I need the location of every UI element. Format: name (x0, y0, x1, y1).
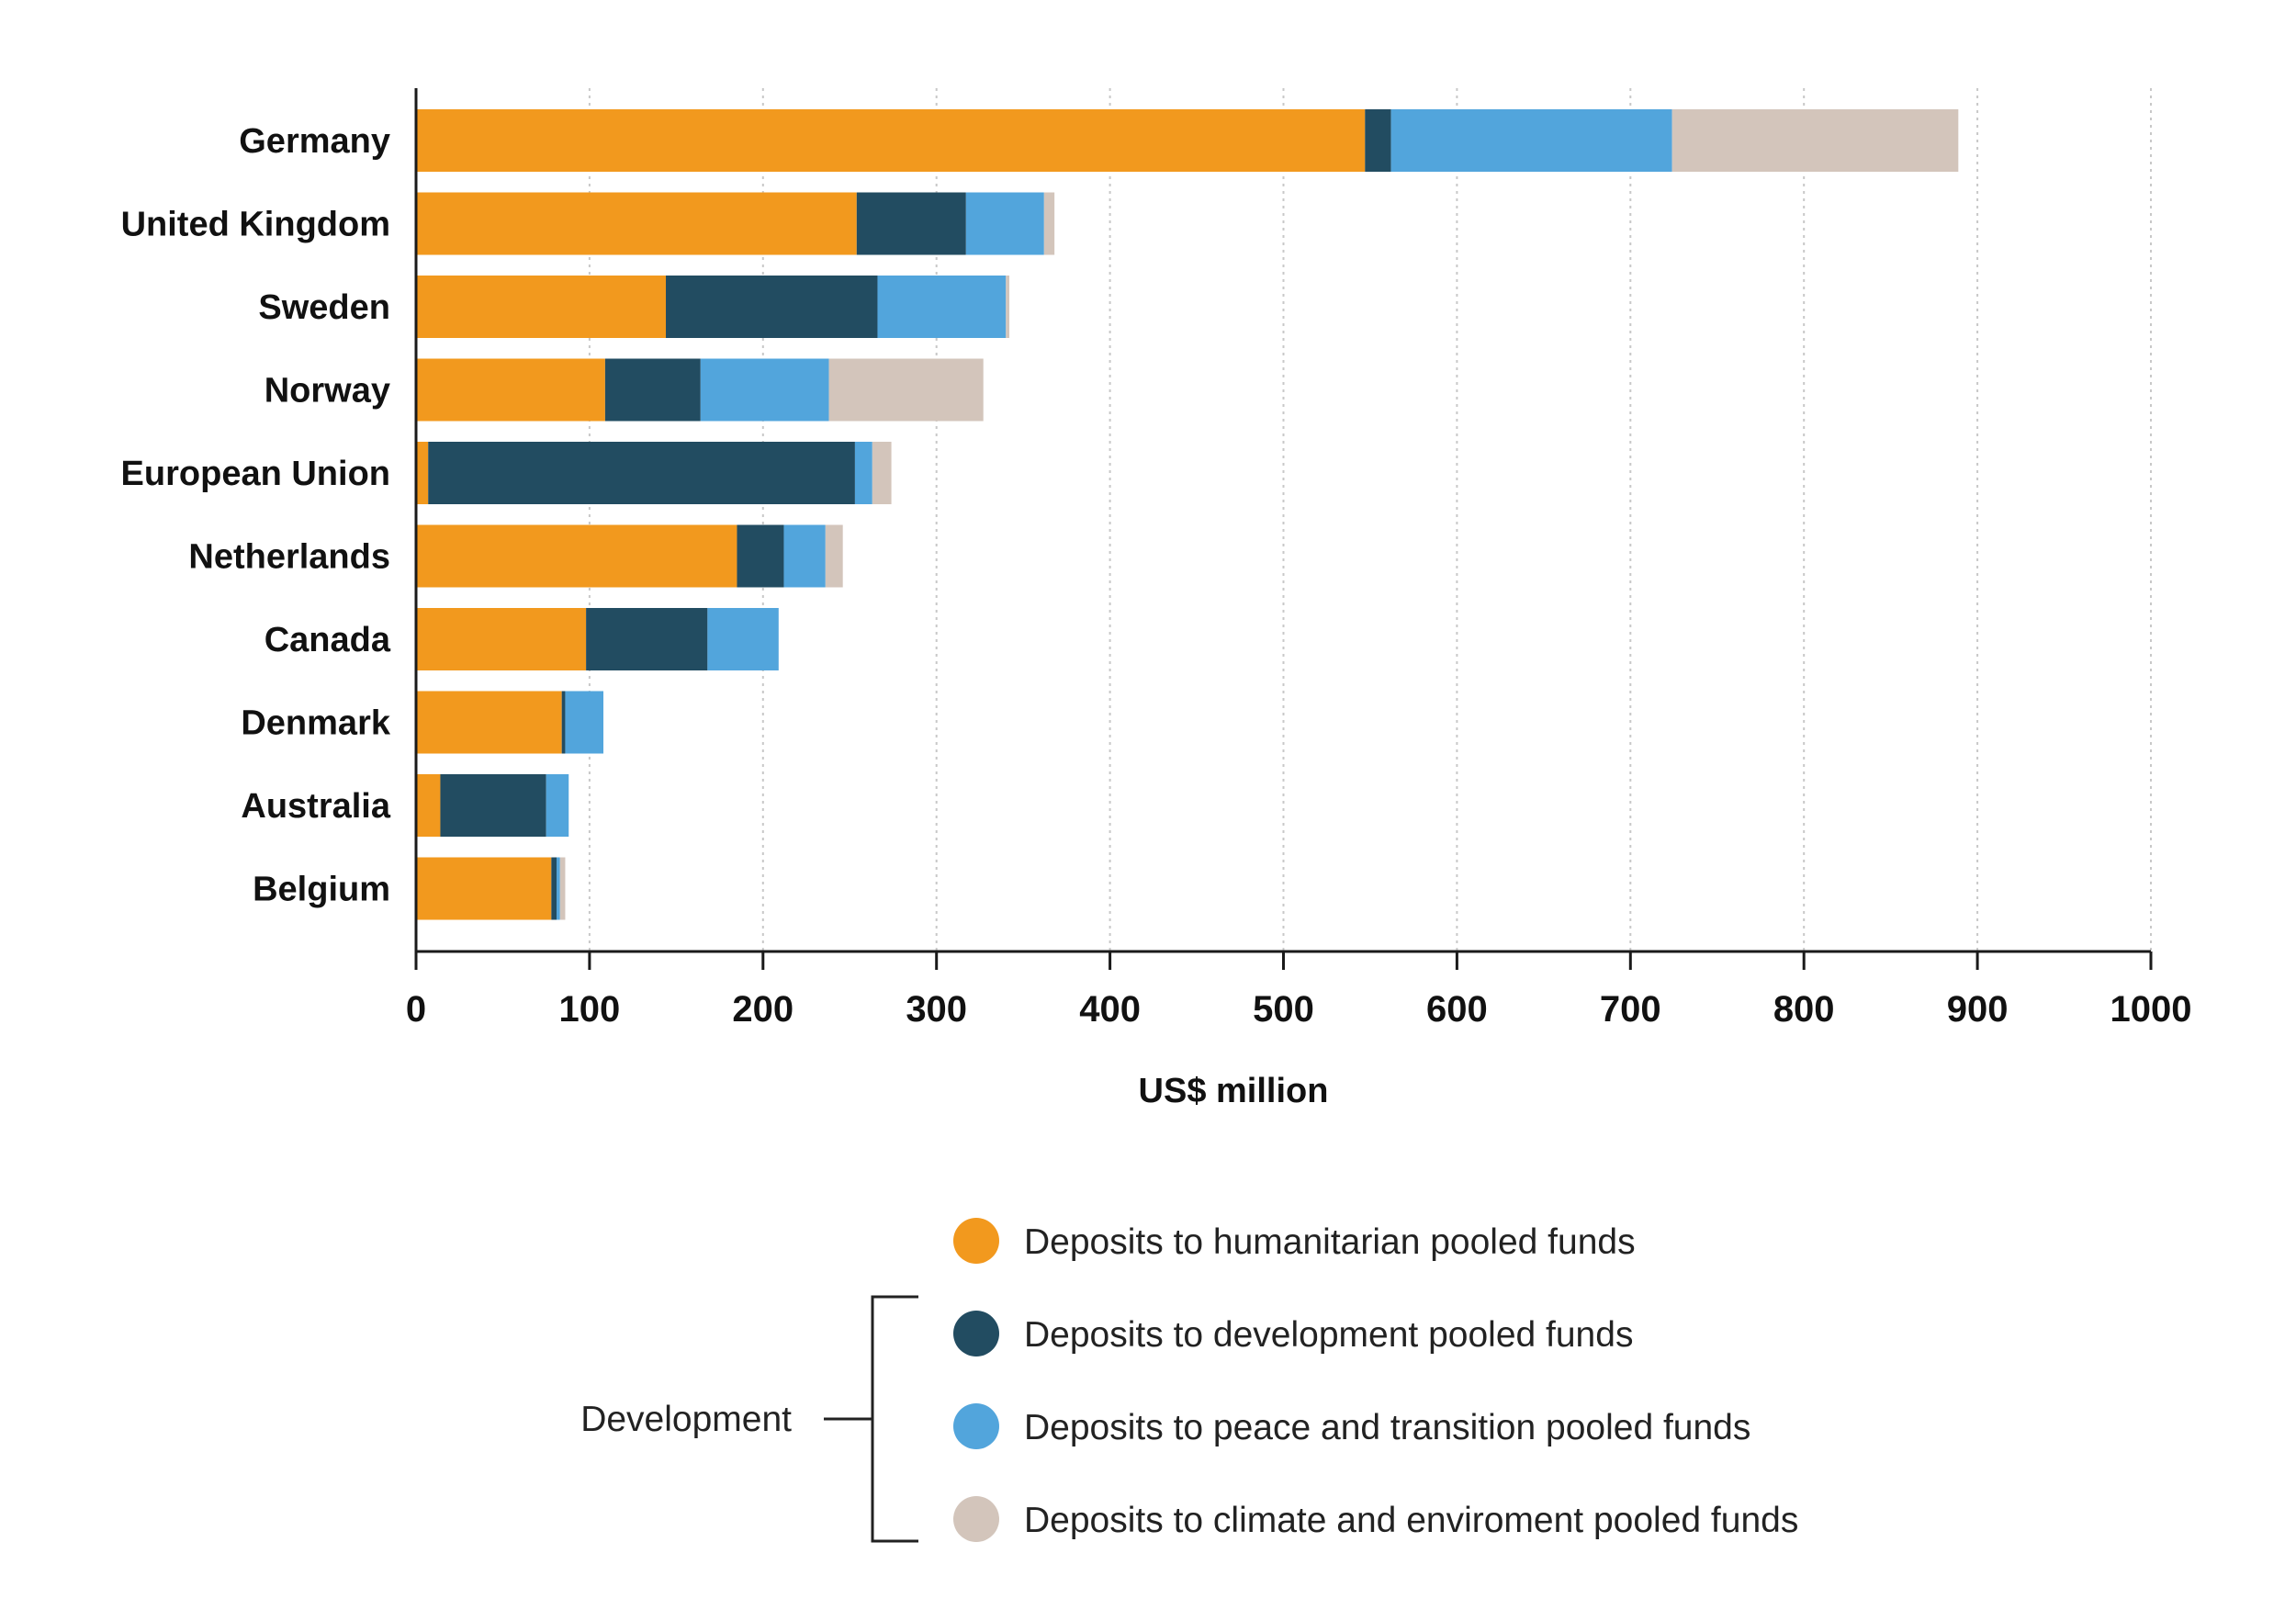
bar-germany-series-0 (416, 109, 1366, 172)
bar-germany-series-3 (1671, 109, 1959, 172)
x-axis-title: US$ million (1139, 1072, 1329, 1110)
bar-belgium-series-1 (551, 857, 557, 920)
legend-label: Deposits to humanitarian pooled funds (1024, 1222, 1636, 1262)
bar-united-kingdom-series-3 (1043, 192, 1055, 255)
x-tick-label: 1000 (2110, 989, 2192, 1030)
x-tick-label: 800 (1773, 989, 1835, 1030)
bar-denmark-series-2 (565, 691, 604, 754)
category-label: Sweden (258, 288, 390, 327)
x-tick-label: 500 (1253, 989, 1314, 1030)
bar-united-kingdom-series-0 (416, 192, 857, 255)
bar-norway-series-0 (416, 358, 605, 422)
bar-belgium-series-0 (416, 857, 552, 920)
legend-group-bracket (824, 1295, 918, 1543)
x-tick-label: 400 (1079, 989, 1141, 1030)
x-tick-label: 900 (1947, 989, 2009, 1030)
legend-swatch (953, 1218, 999, 1264)
bar-belgium-series-3 (559, 857, 566, 920)
bar-netherlands-series-1 (737, 524, 784, 588)
category-label: Belgium (253, 871, 390, 909)
bar-germany-series-2 (1390, 109, 1672, 172)
bar-sweden-series-3 (1006, 276, 1010, 338)
legend-swatch (953, 1496, 999, 1542)
x-tick-label: 200 (732, 989, 793, 1030)
bar-norway-series-1 (604, 358, 701, 422)
x-tick-label: 600 (1426, 989, 1488, 1030)
x-tick-label: 0 (406, 989, 426, 1030)
bar-netherlands-series-3 (825, 524, 843, 588)
category-label: Norway (264, 372, 390, 411)
bar-norway-series-2 (700, 358, 829, 422)
legend-label: Deposits to peace and transition pooled … (1024, 1408, 1750, 1447)
legend: Deposits to humanitarian pooled funds Dep… (580, 1218, 1798, 1543)
category-label: European Union (121, 455, 390, 493)
bar-australia-series-1 (440, 774, 546, 837)
bar-sweden-series-2 (877, 276, 1007, 338)
legend-group-label: Development (580, 1400, 792, 1439)
legend-swatch (953, 1311, 999, 1356)
bar-european-union-series-3 (872, 442, 892, 504)
bar-netherlands-series-0 (416, 524, 737, 588)
bar-norway-series-3 (828, 358, 984, 422)
bar-european-union-series-1 (428, 442, 855, 504)
bar-netherlands-series-2 (783, 524, 826, 588)
category-label: United Kingdom (121, 206, 390, 244)
category-label: Netherlands (188, 538, 390, 577)
bar-denmark-series-1 (561, 691, 566, 754)
x-tick-label: 300 (906, 989, 967, 1030)
category-label: Canada (264, 621, 391, 659)
x-tick-label: 700 (1600, 989, 1661, 1030)
bar-denmark-series-0 (416, 691, 562, 754)
bar-sweden-series-0 (416, 276, 667, 338)
bar-germany-series-1 (1365, 109, 1391, 172)
bar-united-kingdom-series-2 (965, 192, 1044, 255)
bars (416, 109, 1959, 920)
bar-canada-series-0 (416, 608, 587, 670)
bar-belgium-series-2 (557, 857, 560, 920)
bar-australia-series-0 (416, 774, 441, 837)
category-label: Germany (239, 122, 390, 161)
legend-swatch (953, 1403, 999, 1449)
category-label: Denmark (241, 704, 390, 743)
bar-canada-series-2 (707, 608, 779, 670)
category-labels: Germany United Kingdom Sweden Norway Europea… (121, 122, 391, 909)
legend-label: Deposits to climate and enviroment poole… (1024, 1501, 1798, 1540)
category-label: Australia (241, 787, 390, 826)
x-ticks: 0 100 200 300 400 500 600 700 800 900 1000 (406, 951, 2192, 1030)
bar-australia-series-2 (546, 774, 569, 837)
bar-united-kingdom-series-1 (856, 192, 966, 255)
x-tick-label: 100 (559, 989, 621, 1030)
bar-european-union-series-2 (854, 442, 872, 504)
bar-canada-series-1 (586, 608, 708, 670)
legend-label: Deposits to development pooled funds (1024, 1315, 1633, 1355)
bar-european-union-series-0 (416, 442, 429, 504)
bar-sweden-series-1 (666, 276, 878, 338)
